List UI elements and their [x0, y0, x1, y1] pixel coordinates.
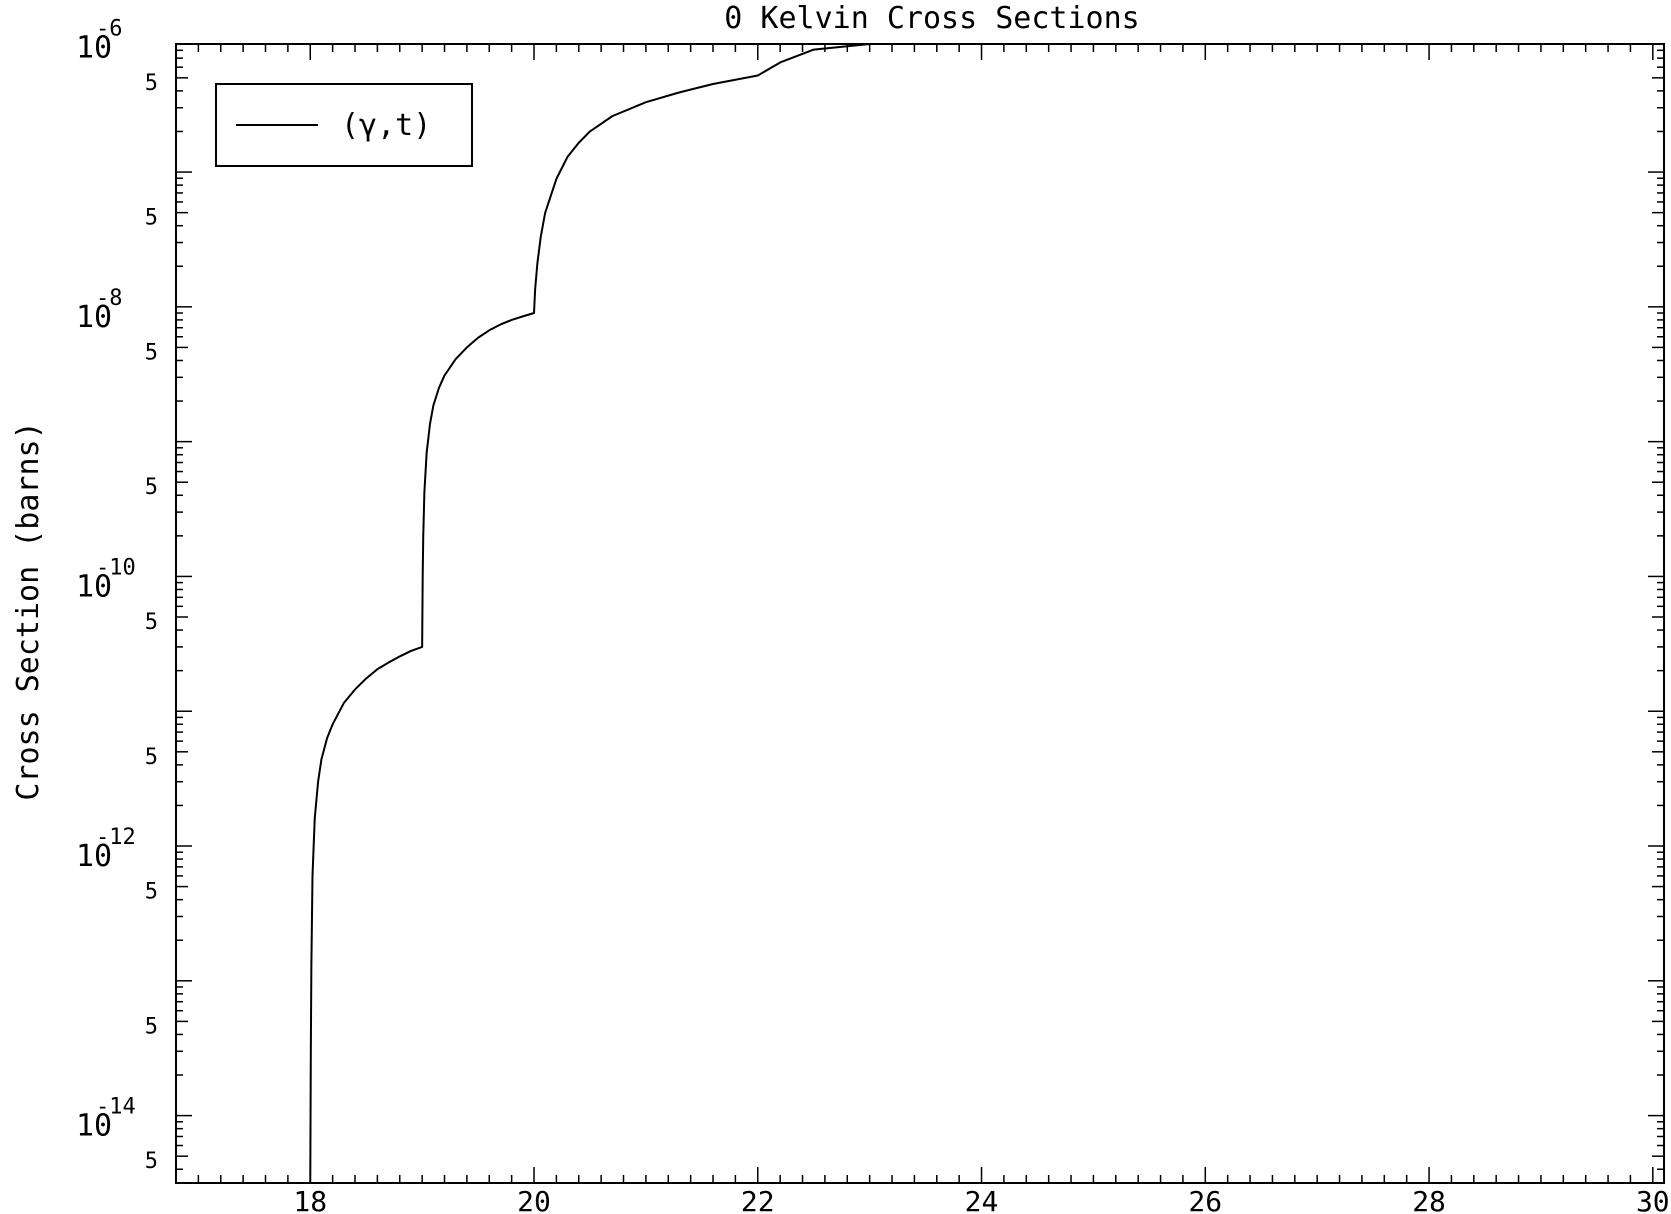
- legend: (γ,t): [215, 83, 473, 167]
- y-decade-tick-label: 10: [76, 300, 112, 335]
- y-decade-tick-label: 10: [76, 839, 112, 874]
- x-tick-label: 18: [293, 1185, 327, 1214]
- y-decade-tick-exponent: -8: [96, 286, 123, 311]
- x-tick-labels: 18 20 22 24 26 28 30: [293, 1185, 1669, 1214]
- x-tick-label: 20: [517, 1185, 551, 1214]
- y-minor-tick-label: 5: [145, 880, 158, 905]
- legend-entry-label: (γ,t): [341, 108, 431, 143]
- plot-frame: [175, 43, 1665, 1184]
- y-minor-tick-label: 5: [145, 610, 158, 635]
- y-minor-tick-label: 5: [145, 206, 158, 231]
- y-decade-tick-label: 10: [76, 30, 112, 65]
- y-decade-tick-exponent: -10: [96, 555, 136, 580]
- y-decade-tick-exponent: -12: [96, 825, 136, 850]
- series-line: [309, 43, 1653, 1184]
- y-minor-tick-label: 5: [145, 745, 158, 770]
- y-decade-tick-label: 10: [76, 569, 112, 604]
- y-decade-tick-label: 10: [76, 1109, 112, 1144]
- y-axis-label: Cross Section (barns): [11, 421, 46, 800]
- x-tick-label: 30: [1636, 1185, 1670, 1214]
- y-decade-tick-exponent: -6: [96, 16, 123, 41]
- y-minor-tick-label: 5: [145, 1149, 158, 1174]
- x-tick-label: 28: [1412, 1185, 1446, 1214]
- y-minor-tick-label: 5: [145, 71, 158, 96]
- series-lines: [309, 43, 1653, 1184]
- axis-ticks: [175, 44, 1664, 1183]
- x-tick-label: 26: [1188, 1185, 1222, 1214]
- y-minor-tick-label: 5: [145, 475, 158, 500]
- y-minor-tick-label: 5: [145, 1014, 158, 1039]
- y-minor-tick-label: 5: [145, 340, 158, 365]
- x-tick-label: 24: [965, 1185, 999, 1214]
- x-tick-label: 22: [741, 1185, 775, 1214]
- chart-title: 0 Kelvin Cross Sections: [724, 1, 1139, 36]
- y-decade-tick-exponent: -14: [96, 1095, 136, 1120]
